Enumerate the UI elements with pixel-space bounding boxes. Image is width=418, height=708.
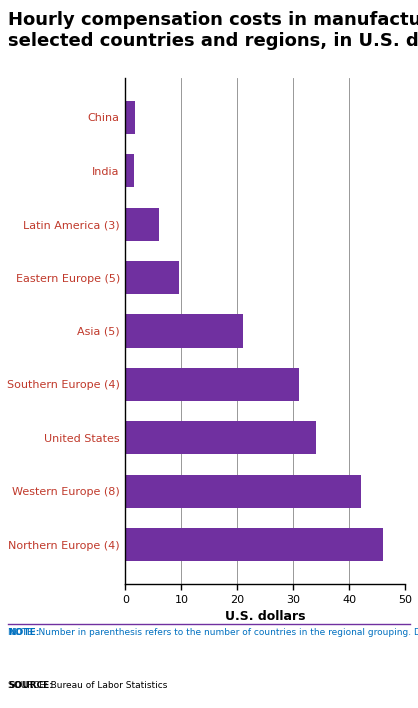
Text: selected countries and regions, in U.S. dollars, 2009: selected countries and regions, in U.S. … [8, 32, 418, 50]
Bar [125, 207, 159, 241]
Bar [125, 261, 178, 294]
X-axis label: U.S. dollars: U.S. dollars [225, 610, 306, 623]
Text: NOTE:: NOTE: [8, 628, 40, 637]
Bar [125, 528, 383, 561]
Bar [125, 368, 299, 401]
Text: SOURCE: Bureau of Labor Statistics: SOURCE: Bureau of Labor Statistics [8, 681, 168, 690]
Text: SOURCE:: SOURCE: [8, 681, 53, 690]
Text: NOTE: Number in parenthesis refers to the number of countries in the regional gr: NOTE: Number in parenthesis refers to th… [8, 628, 418, 637]
Bar [125, 154, 134, 188]
Bar [125, 421, 316, 455]
Bar [125, 314, 243, 348]
Bar [125, 101, 135, 134]
Bar [125, 474, 361, 508]
Text: Hourly compensation costs in manufacturing,: Hourly compensation costs in manufacturi… [8, 11, 418, 28]
